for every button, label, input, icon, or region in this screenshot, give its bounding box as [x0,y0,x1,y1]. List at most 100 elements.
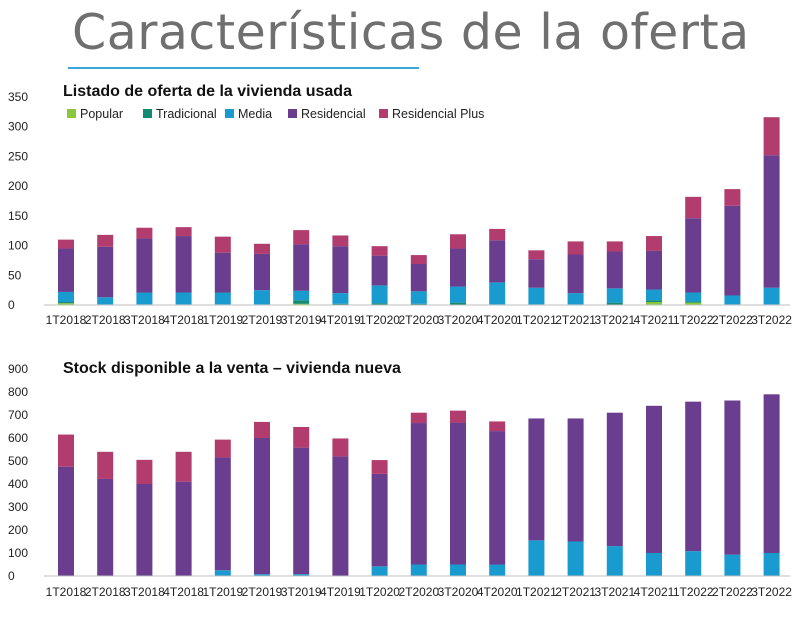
bar-segment [254,574,270,576]
bar-segment [254,438,270,575]
bar-segment [175,481,192,576]
bar-segment [254,290,270,305]
bar-segment [528,287,545,305]
bar-stack [136,459,153,576]
bar-stack [646,236,662,305]
legend-item: Media [225,107,272,121]
bar-segment [489,564,506,576]
bar-segment [97,478,114,576]
legend: Popular Tradicional Media Residencial Reside… [67,107,484,121]
y-tick-label: 500 [8,454,28,468]
bar-segment [293,426,310,448]
y-tick-label: 350 [8,90,28,104]
bar-segment [58,302,74,304]
bar-segment [763,287,780,305]
bar-segment [371,460,388,474]
bars [58,394,780,576]
bar-stack [528,250,545,305]
bar-segment [606,251,623,289]
x-tick-label: 2T2020 [398,313,439,327]
bar-segment [332,246,349,294]
bar-segment [136,459,153,484]
y-tick-label: 100 [8,239,28,253]
bar-segment [410,303,427,305]
bar-segment [58,466,74,576]
bar-segment [410,412,427,424]
bar-segment [136,484,153,576]
bar-segment [489,282,506,305]
bar-segment [606,241,623,252]
bar-segment [175,236,192,293]
bar-segment [528,418,545,541]
bar-segment [450,564,466,576]
y-tick-label: 50 [8,268,22,282]
bar-segment [567,541,584,576]
x-tick-label: 2T2020 [398,585,439,599]
chart-title: Listado de oferta de la vivienda usada [63,83,352,100]
y-tick-label: 900 [8,362,28,376]
bar-segment [293,300,310,304]
bar-stack [214,439,231,576]
x-tick-label: 1T2019 [202,313,243,327]
bar-segment [646,289,662,301]
bar-segment [97,297,114,305]
bar-segment [646,302,662,305]
bar-segment [410,291,427,304]
bar-segment [332,235,349,247]
y-tick-label: 400 [8,477,28,491]
x-tick-label: 4T2021 [634,585,675,599]
bar-segment [371,303,388,305]
x-tick-label: 1T2021 [516,585,557,599]
y-axis: 0 100 200 300 400 500 600 700 800 900 [8,362,28,583]
bar-segment [685,292,702,302]
x-tick-label: 3T2022 [751,585,792,599]
bar-segment [606,546,623,576]
bar-segment [293,447,310,575]
y-tick-label: 0 [8,298,15,312]
bar-segment [724,189,741,206]
bar-segment [489,240,506,283]
x-tick-label: 3T2019 [281,313,322,327]
legend-label: Popular [80,107,123,121]
y-tick-label: 800 [8,385,28,399]
bar-segment [450,248,466,287]
bar-stack [214,236,231,305]
bar-segment [606,302,623,305]
y-tick-label: 0 [8,569,15,583]
bar-segment [410,564,427,576]
bar-stack [58,434,74,576]
bar-segment [763,394,780,553]
bar-segment [763,553,780,576]
x-tick-label: 4T2020 [477,313,518,327]
legend-item: Residencial [288,107,366,121]
x-tick-label: 4T2019 [320,585,361,599]
bar-segment [293,290,310,301]
y-tick-label: 150 [8,209,28,223]
x-tick-label: 1T2020 [359,313,400,327]
x-tick-label: 1T2022 [673,313,714,327]
x-tick-label: 3T2018 [124,313,165,327]
bar-stack [567,241,584,305]
bar-stack [293,230,310,305]
bar-stack [332,235,349,305]
bar-segment [332,438,349,457]
legend-label: Residencial [301,107,366,121]
legend-swatch [225,109,234,118]
x-tick-label: 1T2021 [516,313,557,327]
y-tick-label: 100 [8,546,28,560]
legend-swatch [288,109,297,118]
bar-segment [567,293,584,305]
bar-segment [58,291,74,303]
bar-segment [489,431,506,565]
bar-segment [97,451,114,479]
legend-item: Tradicional [143,107,217,121]
y-tick-label: 200 [8,179,28,193]
bar-stack [293,426,310,576]
bar-segment [293,230,310,245]
legend-item: Popular [67,107,123,121]
chart-used-housing-listings: Listado de oferta de la vivienda usada 0… [8,83,792,327]
bar-stack [528,418,545,576]
bar-segment [450,422,466,565]
bar-segment [646,405,662,553]
bar-segment [410,255,427,264]
